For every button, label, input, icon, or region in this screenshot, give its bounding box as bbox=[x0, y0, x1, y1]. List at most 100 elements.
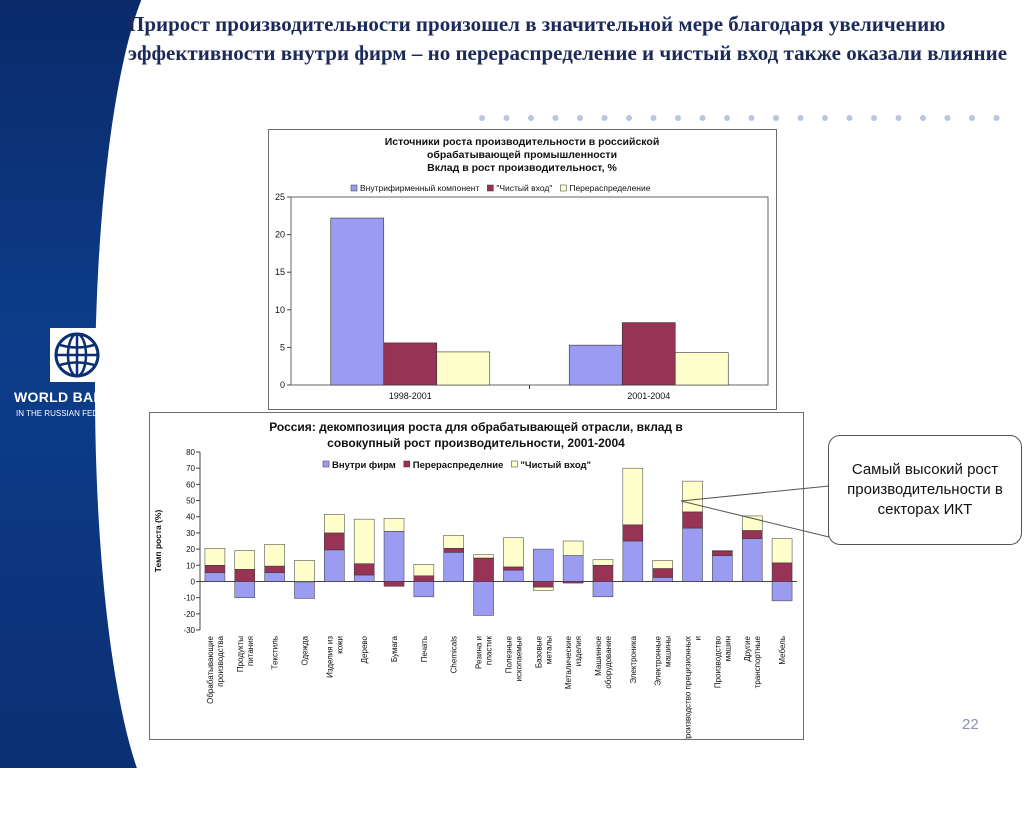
chart-2-bar-segment bbox=[652, 568, 673, 578]
chart-2-bar-segment bbox=[771, 562, 793, 582]
chart-2-legend-swatch bbox=[403, 460, 411, 468]
chart-1-legend-swatch bbox=[487, 184, 494, 192]
chart-2-x-tick-label: Дерево bbox=[360, 635, 369, 663]
chart-1-x-tick-label: 2001-2004 bbox=[627, 391, 670, 401]
separator-dot bbox=[895, 115, 902, 121]
chart-2-bar-segment bbox=[562, 540, 584, 556]
chart-2-bar-segment bbox=[771, 581, 793, 602]
chart-2-x-tick-label: Печать bbox=[420, 636, 429, 662]
chart-1-y-tick-label: 20 bbox=[275, 230, 285, 240]
chart-2-panel: Россия: декомпозиция роста для обрабатыв… bbox=[149, 412, 804, 744]
chart-2-bar-segment bbox=[592, 559, 614, 566]
separator-dot bbox=[650, 115, 657, 121]
chart-2-bar-segment bbox=[234, 550, 256, 570]
chart-2-bar-segment bbox=[741, 515, 763, 531]
separator-dot bbox=[993, 115, 1000, 121]
chart-2-bar-segment bbox=[771, 538, 793, 564]
separator-dot bbox=[552, 115, 559, 121]
separator-dot bbox=[944, 115, 951, 121]
chart-2-x-tick-label: Бумага bbox=[390, 635, 399, 662]
slide-headline: Прирост производительности произошел в з… bbox=[128, 12, 1008, 65]
chart-2-x-tick-label: Резина ипластик bbox=[475, 636, 494, 669]
chart-2-x-tick-label: Производствомашин bbox=[713, 635, 732, 688]
chart-2-bar-segment bbox=[324, 532, 345, 551]
chart-2-bar-segment bbox=[324, 549, 345, 582]
chart-1-legend-label: Внутрифирменный компонент bbox=[360, 183, 479, 193]
chart-1-y-tick-label: 0 bbox=[280, 380, 285, 390]
chart-2-bar-segment bbox=[712, 555, 733, 582]
chart-2-x-tick-label: Изделия изкожи bbox=[325, 636, 344, 678]
chart-2-bar-segment bbox=[324, 514, 345, 534]
chart-1-bar bbox=[436, 351, 491, 386]
globe-icon bbox=[50, 328, 104, 382]
separator-dot bbox=[626, 115, 632, 121]
chart-2-bar-segment bbox=[682, 527, 703, 582]
brand-name: WORLD BANK bbox=[14, 389, 115, 405]
chart-2-bar-segment bbox=[503, 537, 524, 568]
chart-2-title: Россия: декомпозиция роста для обрабатыв… bbox=[269, 420, 683, 434]
chart-1-legend-label: Перераспределение bbox=[569, 183, 650, 193]
page-number: 22 bbox=[962, 716, 979, 733]
chart-2-bar-segment bbox=[234, 569, 256, 582]
separator-dot bbox=[748, 115, 755, 121]
chart-2-bar-segment bbox=[622, 467, 644, 526]
brand-subtitle: IN THE RUSSIAN FEDERATION bbox=[16, 409, 134, 418]
chart-2-x-tick-label: Продуктыпитания bbox=[236, 636, 255, 672]
chart-2-bar-segment bbox=[682, 480, 703, 513]
chart-1-bar bbox=[330, 217, 385, 386]
separator-dot bbox=[822, 115, 828, 121]
chart-1-title: обрабатывающей промышленности bbox=[427, 149, 617, 161]
chart-2-bar-segment bbox=[682, 511, 703, 529]
chart-2-bar-segment bbox=[264, 565, 285, 573]
chart-2-x-tick-label: Базовыеметалы bbox=[534, 635, 553, 668]
chart-2-bar-segment bbox=[443, 535, 464, 549]
chart-2-bar-segment bbox=[473, 554, 494, 559]
chart-2-bar-segment bbox=[592, 581, 614, 598]
chart-2-bar-segment bbox=[652, 577, 673, 582]
chart-2-y-tick-label: 0 bbox=[191, 577, 196, 586]
chart-2-x-tick-label: Электроника bbox=[629, 635, 638, 683]
chart-2-legend-label: Перераспределние bbox=[413, 460, 504, 471]
chart-2-legend-label: "Чистый вход" bbox=[520, 460, 591, 471]
chart-2-bar-segment bbox=[413, 575, 435, 582]
separator-dot bbox=[846, 115, 853, 121]
separator-dot bbox=[503, 115, 510, 121]
chart-2-x-tick-label: Другиетранспортные bbox=[743, 635, 762, 688]
chart-2-bar-segment bbox=[383, 531, 405, 582]
chart-2-x-tick-label: Производство прецизионныхи bbox=[684, 636, 703, 739]
chart-2-y-tick-label: 10 bbox=[186, 561, 195, 570]
chart-2-y-tick-label: 20 bbox=[186, 545, 195, 554]
chart-1-bar bbox=[568, 344, 623, 386]
separator-dot bbox=[601, 115, 608, 121]
chart-2-bar-segment bbox=[383, 581, 405, 587]
chart-1-legend-swatch bbox=[560, 184, 567, 192]
chart-2-y-tick-label: -30 bbox=[183, 626, 195, 635]
chart-1-bar bbox=[674, 352, 729, 386]
chart-2-x-tick-label: Одежда bbox=[300, 635, 309, 665]
chart-2-y-tick-label: 30 bbox=[186, 529, 195, 538]
separator-dot bbox=[871, 115, 877, 121]
chart-2-bar-segment bbox=[204, 565, 226, 573]
chart-2-bar-segment bbox=[204, 548, 226, 566]
chart-2-x-tick-label: Текстиль bbox=[271, 636, 280, 669]
sidebar-band bbox=[0, 0, 255, 820]
chart-1-y-tick-label: 5 bbox=[280, 342, 285, 352]
chart-1-legend-swatch bbox=[350, 184, 358, 192]
chart-2-bar-segment bbox=[622, 540, 644, 582]
chart-2-bar-segment bbox=[443, 552, 464, 582]
separator-dot bbox=[577, 115, 583, 121]
chart-2-x-tick-label: Машинноеоборудование bbox=[594, 635, 613, 688]
chart-2-bar-segment bbox=[234, 581, 256, 598]
chart-1-y-tick-label: 10 bbox=[275, 305, 285, 315]
chart-2-x-tick-label: Мебель bbox=[778, 636, 787, 665]
chart-2-bar-segment bbox=[473, 557, 494, 582]
separator-dot bbox=[699, 115, 706, 121]
chart-2-bar-segment bbox=[294, 560, 315, 582]
separator-dot bbox=[773, 115, 779, 121]
chart-2-legend-label: Внутри фирм bbox=[332, 460, 396, 471]
separator-dot bbox=[969, 115, 975, 121]
chart-2-bar-segment bbox=[264, 543, 285, 567]
chart-2-x-tick-label: Chemicals bbox=[450, 636, 459, 673]
chart-1-y-tick-label: 25 bbox=[275, 192, 285, 202]
chart-1-title: Вклад в рост производительност, % bbox=[427, 162, 617, 174]
